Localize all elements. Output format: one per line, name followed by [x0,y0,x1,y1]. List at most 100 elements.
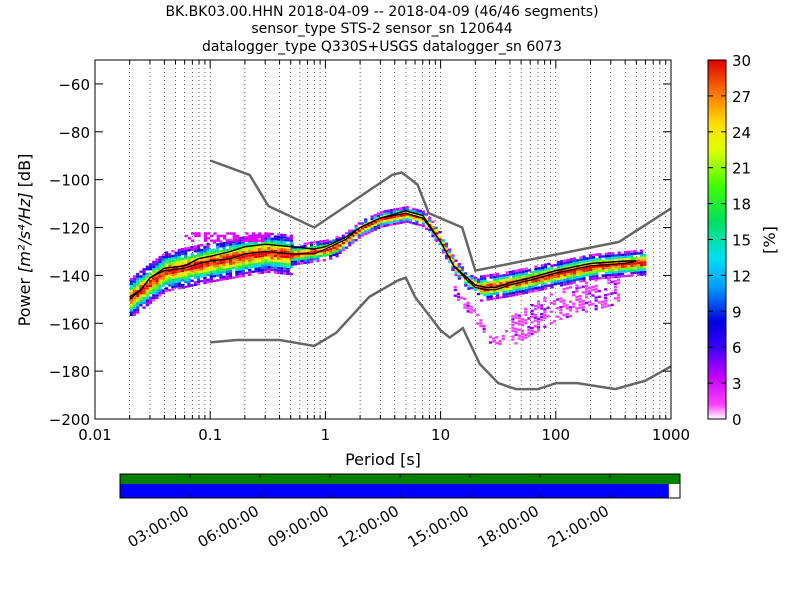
pdf-cell [380,220,384,223]
pdf-cell [164,270,169,273]
pdf-cell [187,270,191,273]
pdf-cell [283,236,287,239]
pdf-cell [254,248,258,251]
pdf-cell [636,273,640,277]
pdf-cell [546,306,550,309]
pdf-cell [588,292,592,295]
pdf-cell [428,221,432,225]
pdf-cell [219,254,223,258]
pdf-cell [563,276,567,279]
pdf-cell [536,317,541,320]
pdf-cell [216,250,220,253]
pdf-cell [319,247,323,250]
pdf-cell [209,256,213,259]
pdf-cell [534,279,538,283]
pdf-cell [136,277,140,281]
pdf-cell [454,273,458,277]
pdf-cell [136,308,140,312]
pdf-cell [235,271,239,274]
pdf-cell [575,284,579,287]
pdf-cell [300,262,304,265]
pdf-cell [524,319,528,322]
pdf-cell [550,264,554,267]
pdf-cell [643,266,647,269]
pdf-cell [457,274,461,278]
pdf-cell [209,280,213,283]
pdf-cell [152,265,156,268]
pdf-cell [480,299,484,302]
pdf-cell [592,277,596,281]
pdf-cell [187,256,191,259]
pdf-cell [207,237,211,240]
pdf-cell [241,267,245,270]
pdf-cell [360,229,365,232]
pdf-cell [132,289,137,293]
pdf-cell [222,249,226,252]
pdf-cell [480,289,484,293]
pdf-cell [142,299,146,302]
pdf-cell [286,243,290,247]
pdf-cell [139,275,143,278]
pdf-cell [572,281,576,284]
pdf-cell [145,289,149,292]
pdf-cell [200,260,204,264]
pdf-cell [617,263,621,266]
pdf-cell [533,319,537,322]
pdf-cell [364,228,368,231]
pdf-cell [544,265,548,269]
pdf-cell [396,222,400,225]
pdf-cell [145,294,149,297]
pdf-cell [255,237,259,240]
pdf-cell [145,282,149,285]
pdf-cell [168,257,172,261]
pdf-cell [620,260,624,264]
pdf-cell [636,269,640,272]
pdf-cell [142,280,146,283]
pdf-cell [187,277,191,281]
pdf-cell [335,245,339,248]
pdf-cell [533,307,537,311]
timeline-tick-label: 09:00:00 [265,502,332,551]
pdf-cell [537,281,541,284]
pdf-cell [546,315,550,318]
pdf-cell [225,241,229,244]
pdf-cell [376,222,381,225]
pdf-cell [325,251,330,254]
pdf-cell [257,236,261,239]
pdf-cell [496,280,500,283]
pdf-cell [322,244,326,248]
pdf-cell [627,257,631,261]
pdf-cell [598,253,602,256]
pdf-cell [257,264,261,268]
pdf-cell [232,276,236,279]
pdf-cell [531,285,535,288]
pdf-cell [290,261,294,264]
pdf-cell [540,318,544,322]
pdf-cell [357,236,361,239]
pdf-cell [235,263,239,267]
pdf-cell [511,338,515,341]
pdf-cell [530,332,534,336]
pdf-cell [496,287,500,290]
pdf-cell [562,287,566,291]
pdf-cell [276,243,281,246]
pdf-cell [636,264,640,267]
pdf-cell [457,277,461,280]
pdf-cell [158,255,162,259]
pdf-cell [640,273,644,276]
x-axis-label: Period [s] [345,450,421,469]
pdf-cell [588,261,592,264]
pdf-cell [588,278,592,281]
pdf-cell [216,262,220,265]
pdf-cell [370,225,374,228]
pdf-cell [488,335,493,338]
pdf-cell [624,270,628,273]
pdf-cell [164,277,169,281]
pdf-cell [480,275,484,278]
y-tick-label: −180 [49,363,90,381]
pdf-cell [177,248,181,252]
colorbar-tick-label: 0 [732,411,742,429]
pdf-cell [552,320,557,323]
